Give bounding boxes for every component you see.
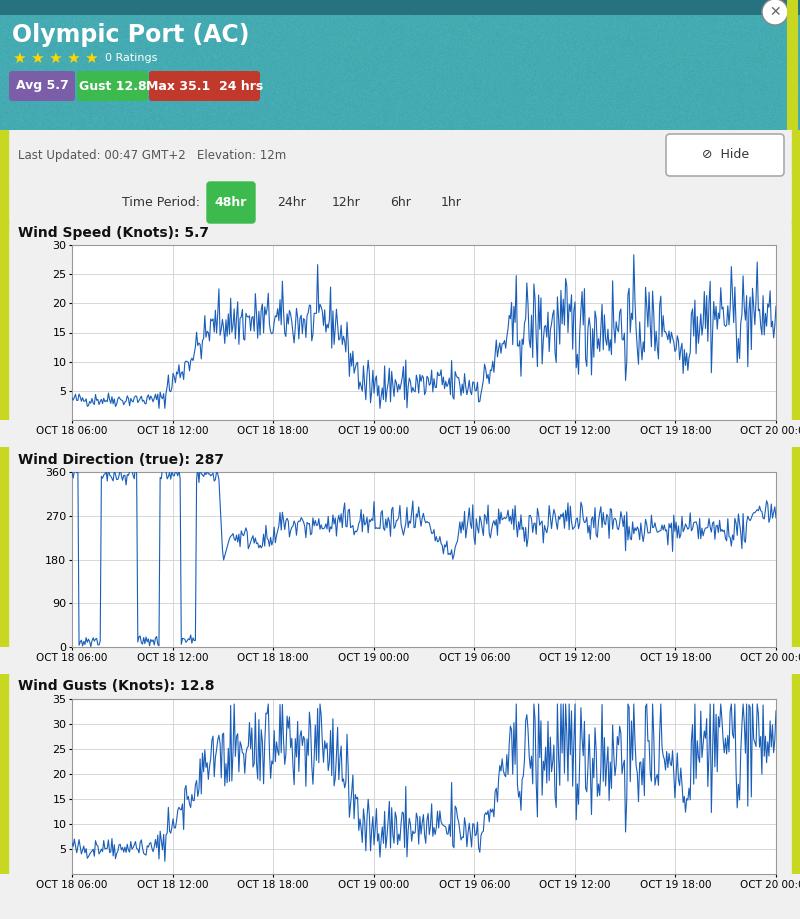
Text: 0 Ratings: 0 Ratings xyxy=(105,53,158,63)
Bar xyxy=(0,674,8,699)
Bar xyxy=(0,472,8,647)
Text: Wind Direction (true): 287: Wind Direction (true): 287 xyxy=(18,452,224,467)
FancyBboxPatch shape xyxy=(9,71,75,101)
Text: ⊘  Hide: ⊘ Hide xyxy=(702,149,750,162)
Bar xyxy=(792,180,800,225)
Text: Gust 12.8: Gust 12.8 xyxy=(78,80,146,93)
Text: Last Updated: 00:47 GMT+2   Elevation: 12m: Last Updated: 00:47 GMT+2 Elevation: 12m xyxy=(18,149,286,162)
Bar xyxy=(792,699,800,874)
Bar xyxy=(792,472,800,647)
Text: ✕: ✕ xyxy=(769,5,781,19)
FancyBboxPatch shape xyxy=(666,134,784,176)
Text: Wind Speed (Knots): 5.7: Wind Speed (Knots): 5.7 xyxy=(18,225,209,240)
Text: 24hr: 24hr xyxy=(277,197,306,210)
Text: 1hr: 1hr xyxy=(441,197,462,210)
Circle shape xyxy=(762,0,788,25)
Bar xyxy=(792,245,800,420)
Bar xyxy=(0,220,8,245)
FancyBboxPatch shape xyxy=(207,182,255,223)
Text: Avg 5.7: Avg 5.7 xyxy=(16,80,68,93)
Text: Max 35.1  24 hrs: Max 35.1 24 hrs xyxy=(146,80,263,93)
Bar xyxy=(0,130,8,180)
Text: 6hr: 6hr xyxy=(390,197,411,210)
Text: ★: ★ xyxy=(30,51,44,65)
Text: ★: ★ xyxy=(84,51,98,65)
Bar xyxy=(0,699,8,874)
Bar xyxy=(792,447,800,472)
Bar xyxy=(0,447,8,472)
Text: ★: ★ xyxy=(48,51,62,65)
Bar xyxy=(792,674,800,699)
Bar xyxy=(0,180,8,225)
Text: Wind Gusts (Knots): 12.8: Wind Gusts (Knots): 12.8 xyxy=(18,679,214,694)
Text: Time Period:: Time Period: xyxy=(122,197,200,210)
Text: 48hr: 48hr xyxy=(215,197,247,210)
Bar xyxy=(0,245,8,420)
Text: 12hr: 12hr xyxy=(332,197,360,210)
Text: ★: ★ xyxy=(12,51,26,65)
Bar xyxy=(792,130,800,180)
Text: Olympic Port (AC): Olympic Port (AC) xyxy=(12,23,250,47)
Text: ★: ★ xyxy=(66,51,80,65)
FancyBboxPatch shape xyxy=(77,71,148,101)
FancyBboxPatch shape xyxy=(149,71,260,101)
Bar xyxy=(792,220,800,245)
